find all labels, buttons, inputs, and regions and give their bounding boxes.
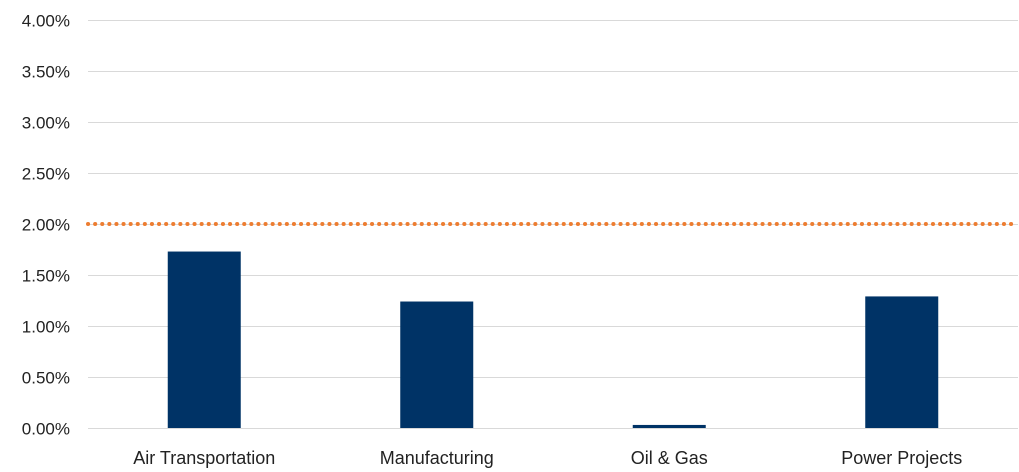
y-tick-label: 0.50% xyxy=(22,369,70,388)
bar xyxy=(865,296,939,428)
y-tick-label: 4.00% xyxy=(22,12,70,31)
bar xyxy=(400,301,474,428)
y-tick-label: 2.00% xyxy=(22,216,70,235)
y-tick-label: 1.50% xyxy=(22,267,70,286)
x-category-label: Oil & Gas xyxy=(631,448,708,468)
bar xyxy=(167,251,241,428)
x-category-label: Air Transportation xyxy=(133,448,275,468)
y-tick-label: 3.00% xyxy=(22,114,70,133)
x-category-label: Power Projects xyxy=(841,448,962,468)
bars xyxy=(167,251,939,428)
x-category-label: Manufacturing xyxy=(380,448,494,468)
y-axis-tick-labels: 0.00% 0.50% 1.00% 1.50% 2.00% 2.50% 3.00% 3.50%… xyxy=(22,12,70,439)
x-axis-category-labels: Air Transportation Manufacturing Oil & Gas… xyxy=(133,448,962,468)
y-tick-label: 0.00% xyxy=(22,420,70,439)
y-tick-label: 1.00% xyxy=(22,318,70,337)
y-tick-label: 2.50% xyxy=(22,165,70,184)
bar xyxy=(632,424,706,428)
y-tick-label: 3.50% xyxy=(22,63,70,82)
